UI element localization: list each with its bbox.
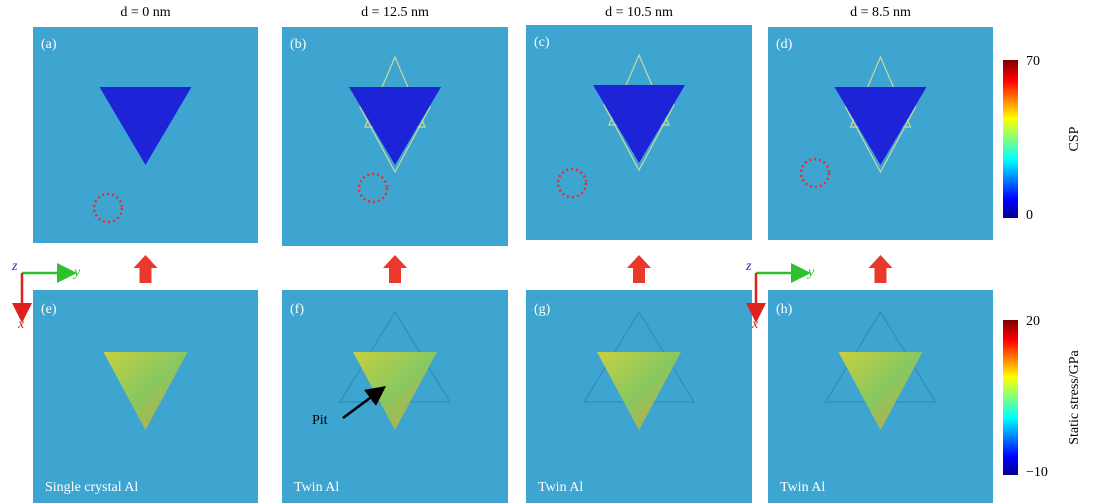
material-label: Twin Al (294, 480, 339, 495)
up-arrow (627, 255, 651, 283)
colorbar-title: CSP (1067, 126, 1082, 151)
axis-y-label: y (806, 265, 815, 280)
panel-label: (b) (290, 37, 307, 52)
material-label: Single crystal Al (45, 480, 138, 495)
panel-label: (d) (776, 37, 793, 52)
material-label: Twin Al (538, 480, 583, 495)
panel-label: (g) (534, 302, 551, 317)
panel-label: (e) (41, 302, 57, 317)
axis-z-label: z (745, 259, 752, 274)
material-label: Twin Al (780, 480, 825, 495)
column-title: d = 10.5 nm (605, 5, 673, 20)
colorbar-min: 0 (1026, 208, 1033, 223)
colorbar (1003, 60, 1018, 218)
up-arrow (869, 255, 893, 283)
colorbar-max: 20 (1026, 314, 1040, 329)
figure: d = 0 nm (a) (e) Single crystal Al d = 12.5 … (0, 0, 1099, 503)
axis-x-label: x (17, 317, 25, 332)
axis-x-label: x (751, 317, 759, 332)
axis-y-label: y (72, 265, 81, 280)
axis-z-label: z (11, 259, 18, 274)
panel-label: (c) (534, 35, 550, 50)
panel-label: (h) (776, 302, 793, 317)
colorbar-max: 70 (1026, 54, 1040, 69)
column-title: d = 8.5 nm (850, 5, 911, 20)
pit-label: Pit (312, 413, 328, 428)
colorbar (1003, 320, 1018, 475)
up-arrow (134, 255, 158, 283)
column-title: d = 0 nm (120, 5, 170, 20)
colorbar-min: −10 (1026, 465, 1048, 480)
panel-label: (a) (41, 37, 57, 52)
colorbar-title: Static stress/GPa (1067, 349, 1082, 444)
up-arrow (383, 255, 407, 283)
column-title: d = 12.5 nm (361, 5, 429, 20)
panel-label: (f) (290, 302, 304, 317)
